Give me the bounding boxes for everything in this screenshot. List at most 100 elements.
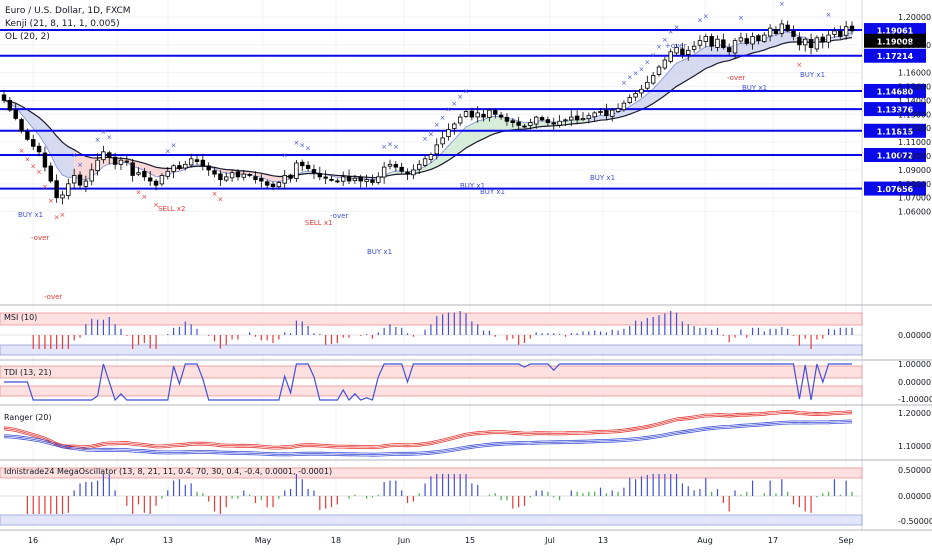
- candle: [370, 174, 375, 186]
- candle: [241, 169, 246, 181]
- candle: [615, 103, 621, 113]
- candle-body: [171, 165, 176, 172]
- candle-body: [621, 102, 627, 111]
- candle-body: [580, 118, 586, 121]
- study-ol-label: OL (20, 2): [5, 32, 50, 42]
- marker-x: ×: [136, 189, 142, 197]
- candle: [13, 103, 18, 121]
- candle: [294, 160, 299, 182]
- msi-label: MSI (10): [4, 313, 37, 322]
- price-tick-label: 1.16000: [898, 69, 931, 78]
- candle: [112, 152, 118, 170]
- marker-x: ×: [627, 74, 633, 82]
- panel-zone: [0, 385, 863, 397]
- price-level-tag-label: 1.11815: [877, 127, 914, 136]
- candle: [282, 170, 287, 190]
- candle: [703, 33, 708, 48]
- candle-body: [832, 30, 837, 35]
- candle-body: [691, 45, 697, 50]
- candle-body: [77, 174, 83, 186]
- candle-body: [25, 131, 30, 140]
- candle-body: [329, 178, 334, 181]
- candle-body: [668, 51, 673, 62]
- candle-body: [358, 176, 363, 182]
- candle: [721, 33, 726, 50]
- candle: [832, 27, 837, 38]
- candle-body: [645, 81, 650, 89]
- candle-body: [130, 162, 135, 176]
- candle: [510, 118, 515, 128]
- band-segment: [670, 63, 677, 91]
- candle-body: [107, 152, 112, 158]
- candle-body: [627, 97, 632, 104]
- candle-body: [709, 36, 714, 47]
- marker-x: ×: [697, 17, 703, 25]
- price-level-tag-bg: [864, 83, 926, 98]
- candle: [253, 171, 258, 184]
- candle: [621, 100, 627, 112]
- candle: [376, 172, 381, 185]
- candle-body: [376, 176, 381, 183]
- price-tick-label: 1.08000: [898, 180, 931, 189]
- candle: [457, 113, 463, 126]
- candle: [604, 103, 609, 121]
- panel-tick-label: -0.50000: [898, 517, 932, 526]
- candle-body: [36, 145, 42, 153]
- candle-body: [142, 170, 147, 178]
- marker-x: ×: [644, 58, 650, 66]
- band-segment: [775, 32, 782, 47]
- price-tick-label: 1.15000: [898, 83, 931, 92]
- candle-body: [317, 173, 323, 178]
- candle: [820, 33, 825, 49]
- marker-x: ×: [36, 168, 42, 176]
- price-tick-label: 1.09000: [898, 166, 931, 175]
- candle-body: [19, 119, 24, 132]
- candle-body: [446, 129, 451, 138]
- candle: [645, 75, 650, 91]
- candle: [136, 167, 141, 176]
- candle: [259, 173, 264, 188]
- marker-x: ×: [826, 11, 832, 19]
- candle-body: [569, 116, 574, 121]
- candle: [662, 56, 668, 70]
- candle: [200, 153, 206, 171]
- candle-body: [610, 109, 615, 117]
- candle: [19, 117, 24, 134]
- candle: [101, 145, 106, 164]
- marker-x: ×: [451, 100, 457, 108]
- band-segment: [834, 36, 841, 41]
- candle-body: [533, 116, 539, 125]
- marker-x: ×: [48, 197, 54, 205]
- price-level-tag-bg: [864, 102, 926, 117]
- candle-body: [264, 181, 270, 186]
- candle-body: [83, 180, 89, 187]
- candle-body: [750, 36, 755, 45]
- candle-body: [381, 166, 387, 178]
- band-segment: [62, 142, 69, 178]
- candle-body: [504, 116, 510, 122]
- candle-body: [808, 39, 814, 48]
- signal-annotation: BUY x1: [480, 188, 505, 196]
- candle-body: [715, 38, 720, 48]
- price-level-tag: 1.11815: [864, 123, 926, 138]
- candle: [7, 97, 13, 112]
- price-level-tag-label: 1.14680: [877, 87, 914, 96]
- candle-body: [838, 30, 843, 37]
- candle: [726, 43, 732, 56]
- band-segment: [699, 46, 706, 73]
- marker-x: ×: [639, 65, 645, 73]
- candle: [709, 33, 714, 52]
- ranger-upper-line: [3, 410, 853, 447]
- candle: [756, 33, 761, 45]
- candle-body: [475, 112, 480, 118]
- price-levels-layer: 1.19061 1.17214 1.14680 1.13376 1.11815 1.100…: [0, 23, 926, 196]
- candle: [311, 164, 317, 180]
- candle: [66, 178, 71, 200]
- ranger-label: Ranger (20): [4, 413, 52, 422]
- candle: [393, 161, 399, 172]
- candle: [142, 167, 147, 181]
- candle-body: [826, 34, 831, 43]
- candle-body: [452, 123, 457, 129]
- candle-body: [112, 156, 118, 165]
